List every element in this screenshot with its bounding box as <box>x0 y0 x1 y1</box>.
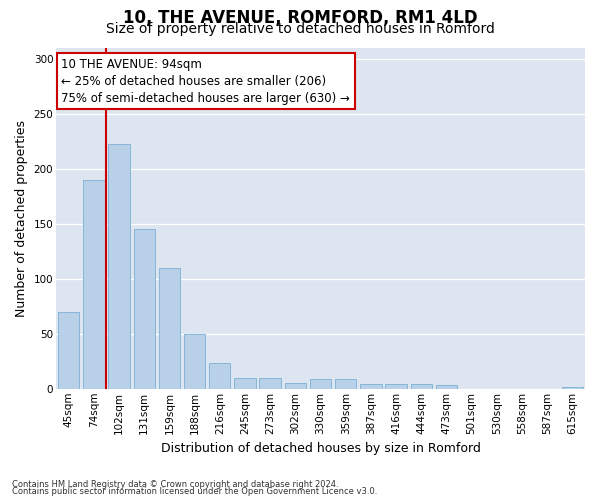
Text: Contains HM Land Registry data © Crown copyright and database right 2024.: Contains HM Land Registry data © Crown c… <box>12 480 338 489</box>
Bar <box>360 384 382 389</box>
Bar <box>562 386 583 389</box>
Y-axis label: Number of detached properties: Number of detached properties <box>15 120 28 316</box>
Bar <box>335 379 356 389</box>
Bar <box>410 384 432 389</box>
Bar <box>134 229 155 389</box>
Bar <box>184 334 205 389</box>
Bar <box>58 312 79 389</box>
Text: Size of property relative to detached houses in Romford: Size of property relative to detached ho… <box>106 22 494 36</box>
Text: 10 THE AVENUE: 94sqm
← 25% of detached houses are smaller (206)
75% of semi-deta: 10 THE AVENUE: 94sqm ← 25% of detached h… <box>61 58 350 104</box>
X-axis label: Distribution of detached houses by size in Romford: Distribution of detached houses by size … <box>161 442 481 455</box>
Bar <box>259 378 281 389</box>
Bar <box>109 144 130 389</box>
Bar <box>234 378 256 389</box>
Bar <box>385 384 407 389</box>
Bar <box>209 364 230 389</box>
Bar <box>284 384 306 389</box>
Bar <box>83 180 104 389</box>
Bar <box>159 268 180 389</box>
Text: Contains public sector information licensed under the Open Government Licence v3: Contains public sector information licen… <box>12 487 377 496</box>
Bar <box>436 386 457 389</box>
Text: 10, THE AVENUE, ROMFORD, RM1 4LD: 10, THE AVENUE, ROMFORD, RM1 4LD <box>122 9 478 27</box>
Bar <box>310 379 331 389</box>
